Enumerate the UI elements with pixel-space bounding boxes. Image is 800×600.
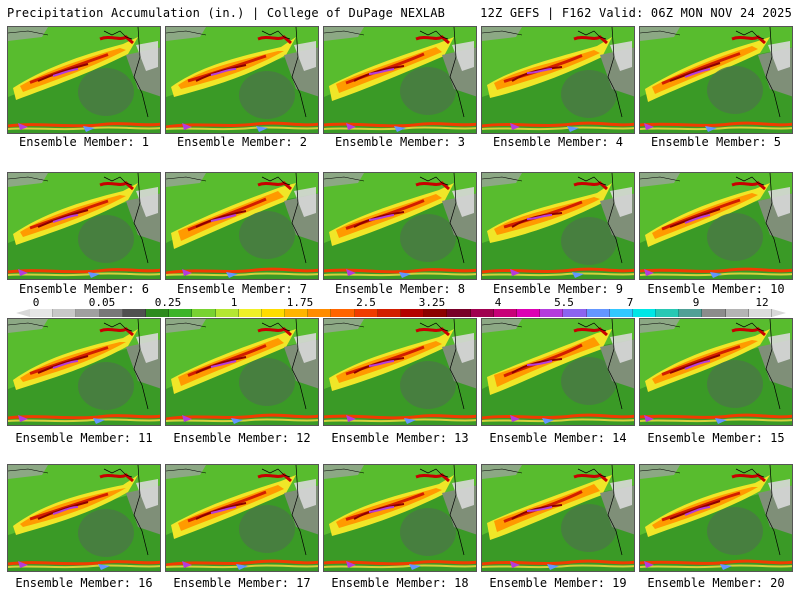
- scale-tick-label: 3.25: [418, 296, 446, 309]
- scale-bar: [30, 309, 772, 317]
- ensemble-member-label: Ensemble Member: 12: [173, 431, 311, 445]
- run-info: 12Z GEFS | F162 Valid: 06Z MON NOV 24 20…: [480, 6, 792, 20]
- ensemble-member-label: Ensemble Member: 5: [650, 135, 782, 149]
- scale-tick-label: 0.25: [154, 296, 182, 309]
- scale-swatch: [679, 309, 703, 317]
- scale-swatch: [748, 309, 772, 317]
- ensemble-member-20-map: [639, 464, 793, 572]
- ensemble-member-13-map: [323, 318, 477, 426]
- scale-tick-label: 2.5: [356, 296, 376, 309]
- scale-max-arrow: [772, 309, 786, 317]
- scale-swatch: [516, 309, 541, 317]
- scale-swatch: [702, 309, 726, 317]
- scale-swatch: [99, 309, 123, 317]
- scale-swatch: [76, 309, 100, 317]
- ensemble-member-6-map: [7, 172, 161, 280]
- scale-swatch: [586, 309, 610, 317]
- scale-swatch: [331, 309, 355, 317]
- scale-swatch: [169, 309, 193, 317]
- scale-swatch: [30, 309, 54, 317]
- ensemble-member-8-map: [323, 172, 477, 280]
- ensemble-member-15-map: [639, 318, 793, 426]
- scale-swatch: [447, 309, 471, 317]
- ensemble-member-12-map: [165, 318, 319, 426]
- scale-swatch: [238, 309, 262, 317]
- scale-tick-label: 0.05: [88, 296, 116, 309]
- scale-swatch: [540, 309, 564, 317]
- scale-swatch: [632, 309, 657, 317]
- scale-swatch: [53, 309, 77, 317]
- scale-swatch: [725, 309, 749, 317]
- scale-tick-label: 1: [230, 296, 238, 309]
- ensemble-member-10-map: [639, 172, 793, 280]
- ensemble-member-label: Ensemble Member: 6: [18, 282, 150, 296]
- scale-swatch: [192, 309, 216, 317]
- ensemble-member-label: Ensemble Member: 19: [489, 576, 627, 590]
- scale-tick-label: 5.5: [554, 296, 574, 309]
- ensemble-member-label: Ensemble Member: 15: [647, 431, 785, 445]
- scale-tick-label: 0: [32, 296, 40, 309]
- scale-swatch: [563, 309, 587, 317]
- ensemble-member-3-map: [323, 26, 477, 134]
- ensemble-member-label: Ensemble Member: 1: [18, 135, 150, 149]
- scale-swatch: [493, 309, 517, 317]
- ensemble-member-label: Ensemble Member: 4: [492, 135, 624, 149]
- ensemble-member-label: Ensemble Member: 8: [334, 282, 466, 296]
- scale-swatch: [261, 309, 286, 317]
- ensemble-member-2-map: [165, 26, 319, 134]
- scale-swatch: [377, 309, 401, 317]
- ensemble-member-9-map: [481, 172, 635, 280]
- ensemble-member-5-map: [639, 26, 793, 134]
- ensemble-member-label: Ensemble Member: 14: [489, 431, 627, 445]
- ensemble-member-label: Ensemble Member: 16: [15, 576, 153, 590]
- scale-swatch: [609, 309, 633, 317]
- precip-color-scale: 0 0.05 0.25 1 1.75 2.5 3.25 4 5.5 7 9 12: [10, 296, 790, 322]
- ensemble-member-1-map: [7, 26, 161, 134]
- scale-tick-label: 1.75: [286, 296, 314, 309]
- scale-tick-label: 12: [755, 296, 769, 309]
- scale-tick-label: 7: [626, 296, 634, 309]
- ensemble-member-label: Ensemble Member: 3: [334, 135, 466, 149]
- ensemble-member-4-map: [481, 26, 635, 134]
- scale-swatch: [122, 309, 146, 317]
- ensemble-member-17-map: [165, 464, 319, 572]
- scale-swatch: [470, 309, 494, 317]
- scale-swatch: [424, 309, 448, 317]
- ensemble-member-18-map: [323, 464, 477, 572]
- ensemble-member-label: Ensemble Member: 13: [331, 431, 469, 445]
- ensemble-member-label: Ensemble Member: 10: [647, 282, 785, 296]
- ensemble-member-label: Ensemble Member: 2: [176, 135, 308, 149]
- ensemble-member-16-map: [7, 464, 161, 572]
- ensemble-member-7-map: [165, 172, 319, 280]
- scale-min-arrow: [16, 309, 30, 317]
- ensemble-member-label: Ensemble Member: 17: [173, 576, 311, 590]
- ensemble-member-label: Ensemble Member: 20: [647, 576, 785, 590]
- ensemble-member-label: Ensemble Member: 11: [15, 431, 153, 445]
- ensemble-member-14-map: [481, 318, 635, 426]
- scale-swatch: [401, 309, 425, 317]
- scale-swatch: [145, 309, 170, 317]
- scale-swatch: [285, 309, 309, 317]
- ensemble-member-label: Ensemble Member: 7: [176, 282, 308, 296]
- ensemble-member-19-map: [481, 464, 635, 572]
- ensemble-member-11-map: [7, 318, 161, 426]
- map-title: Precipitation Accumulation (in.) | Colle…: [7, 6, 446, 20]
- scale-tick-label: 4: [494, 296, 502, 309]
- scale-swatch: [354, 309, 378, 317]
- scale-swatch: [656, 309, 680, 317]
- scale-swatch: [215, 309, 239, 317]
- scale-tick-label: 9: [692, 296, 700, 309]
- scale-swatch: [308, 309, 332, 317]
- ensemble-member-label: Ensemble Member: 9: [492, 282, 624, 296]
- ensemble-member-label: Ensemble Member: 18: [331, 576, 469, 590]
